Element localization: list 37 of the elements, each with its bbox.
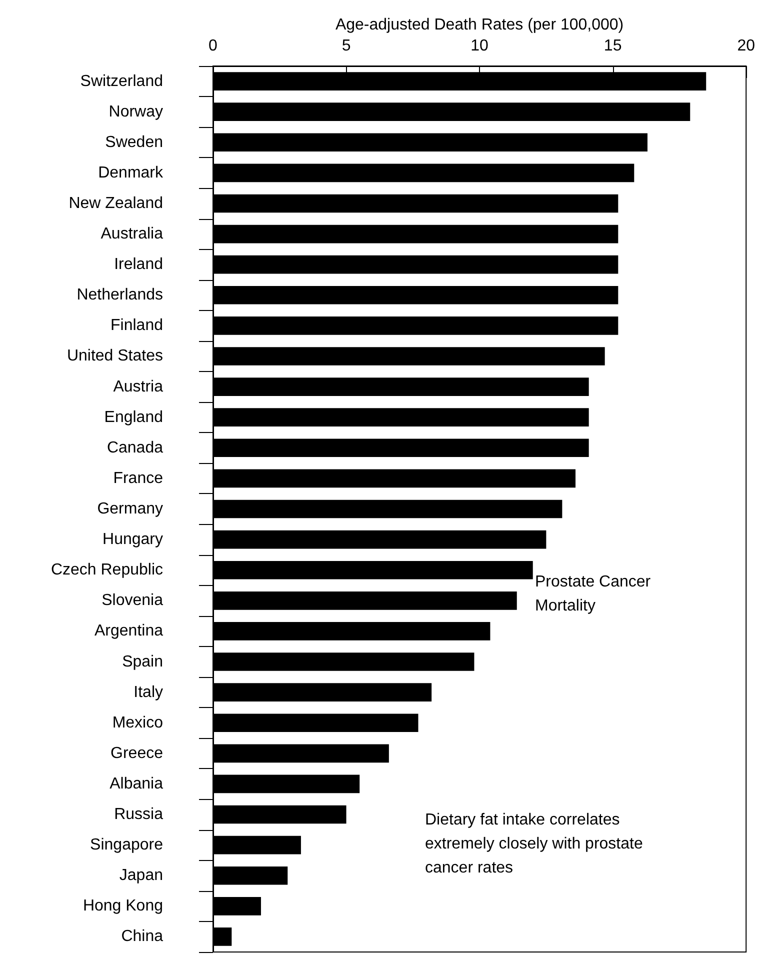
x-tick-label: 15 — [604, 38, 622, 54]
y-tick-label: Sweden — [105, 134, 163, 151]
x-tick-label: 0 — [208, 38, 218, 54]
y-tick-label: Norway — [108, 103, 163, 120]
y-tick-label: Canada — [106, 439, 164, 456]
y-tick-label: Japan — [119, 867, 163, 884]
x-tick-label: 20 — [737, 38, 756, 54]
y-tick-label: Mexico — [112, 714, 164, 732]
y-tick-label: Greece — [110, 744, 164, 762]
y-tick-label: Germany — [97, 500, 163, 518]
x-axis-title: Age-adjusted Death Rates (per 100,000) — [335, 16, 624, 34]
y-tick-label: Netherlands — [76, 286, 163, 304]
y-tick-label: Finland — [110, 317, 163, 334]
annotation: Prostate Cancer Mortality — [535, 574, 652, 614]
y-tick-label: France — [113, 470, 164, 487]
y-tick-label: Switzerland — [80, 72, 163, 90]
y-tick-label: Denmark — [98, 164, 164, 182]
y-tick-label: Austria — [113, 378, 164, 396]
y-tick-label: Singapore — [90, 836, 164, 854]
y-tick-label: Italy — [134, 684, 163, 701]
y-tick-label: Hungary — [102, 531, 163, 548]
y-tick-label: Czech Republic — [50, 562, 163, 579]
y-tick-label: Spain — [122, 653, 163, 670]
y-tick-label: England — [104, 408, 163, 426]
y-tick-label: Albania — [110, 775, 164, 792]
y-tick-label: New Zealand — [68, 194, 163, 212]
y-tick-label: Slovenia — [102, 592, 164, 610]
y-tick-label: Russia — [114, 806, 164, 824]
annotation: Dietary fat intake correlates extremely closely with prostate cancer rates — [425, 812, 643, 876]
x-tick-label: 5 — [342, 38, 351, 54]
y-tick-label: United States — [66, 348, 163, 365]
y-tick-label: Australia — [100, 226, 164, 243]
x-tick-label: 10 — [470, 38, 489, 54]
y-tick-label: Ireland — [114, 256, 163, 274]
y-tick-label: Hong Kong — [82, 898, 163, 915]
y-tick-label: Argentina — [94, 622, 164, 640]
y-tick-label: China — [121, 928, 164, 946]
